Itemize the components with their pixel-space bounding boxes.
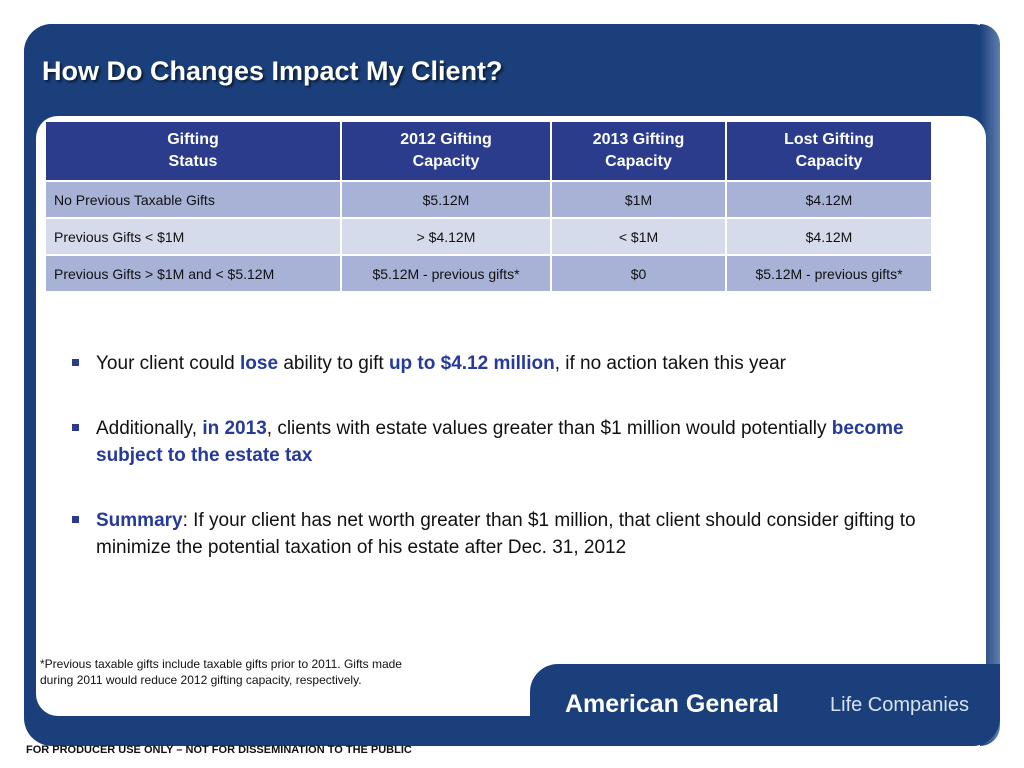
square-bullet-icon [72, 359, 79, 366]
bullet-text: , clients with estate values greater tha… [266, 418, 832, 439]
table-row: Previous Gifts > $1M and < $5.12M $5.12M… [46, 256, 931, 291]
bullet-text: : If your client has net worth greater t… [96, 510, 916, 558]
table-cell: $5.12M [342, 182, 550, 217]
bullet-item-estate-tax: Additionally, in 2013, clients with esta… [72, 415, 952, 469]
header-gifting-status: Gifting Status [46, 122, 340, 180]
table-cell: < $1M [552, 219, 725, 254]
table-row: No Previous Taxable Gifts $5.12M $1M $4.… [46, 182, 931, 217]
header-2013-capacity: 2013 Gifting Capacity [552, 122, 725, 180]
table-cell: $1M [552, 182, 725, 217]
producer-disclaimer: FOR PRODUCER USE ONLY – NOT FOR DISSEMIN… [26, 744, 412, 756]
bullet-list: Your client could lose ability to gift u… [72, 350, 952, 599]
header-lost-capacity: Lost Gifting Capacity [727, 122, 931, 180]
table-cell: $4.12M [727, 182, 931, 217]
table-cell: > $4.12M [342, 219, 550, 254]
table-header-row: Gifting Status 2012 Gifting Capacity 2013 … [46, 122, 931, 180]
brand-bar: American General Life Companies [530, 664, 1000, 746]
bullet-highlight: Summary [96, 510, 183, 531]
bullet-text: ability to gift [278, 353, 389, 374]
gifting-table: Gifting Status 2012 Gifting Capacity 2013 … [44, 120, 933, 293]
square-bullet-icon [72, 516, 79, 523]
slide-title: How Do Changes Impact My Client? [42, 56, 503, 86]
bullet-highlight: become subject to the estate tax [96, 418, 904, 466]
square-bullet-icon [72, 424, 79, 431]
bullet-item-summary: Summary: If your client has net worth gr… [72, 507, 952, 561]
title-box: How Do Changes Impact My Client? [24, 24, 714, 124]
table-cell: $5.12M - previous gifts* [342, 256, 550, 291]
table-cell: No Previous Taxable Gifts [46, 182, 340, 217]
header-2012-capacity: 2012 Gifting Capacity [342, 122, 550, 180]
table-cell: $5.12M - previous gifts* [727, 256, 931, 291]
bullet-highlight: in 2013 [202, 418, 267, 439]
table-cell: Previous Gifts < $1M [46, 219, 340, 254]
brand-logo-main: American General [565, 690, 779, 718]
table-cell: $0 [552, 256, 725, 291]
table-row: Previous Gifts < $1M > $4.12M < $1M $4.1… [46, 219, 931, 254]
bullet-highlight: lose [240, 353, 279, 374]
table-cell: Previous Gifts > $1M and < $5.12M [46, 256, 340, 291]
brand-logo-sub: Life Companies [830, 694, 969, 716]
footnote: *Previous taxable gifts include taxable … [40, 657, 402, 687]
table-cell: $4.12M [727, 219, 931, 254]
bullet-text: , if no action taken this year [554, 353, 786, 374]
bullet-highlight: up to $4.12 million [388, 353, 555, 374]
bullet-text: Your client could [96, 353, 241, 374]
bullet-item-lose-ability: Your client could lose ability to gift u… [72, 350, 952, 377]
bullet-text: Additionally, [96, 418, 203, 439]
